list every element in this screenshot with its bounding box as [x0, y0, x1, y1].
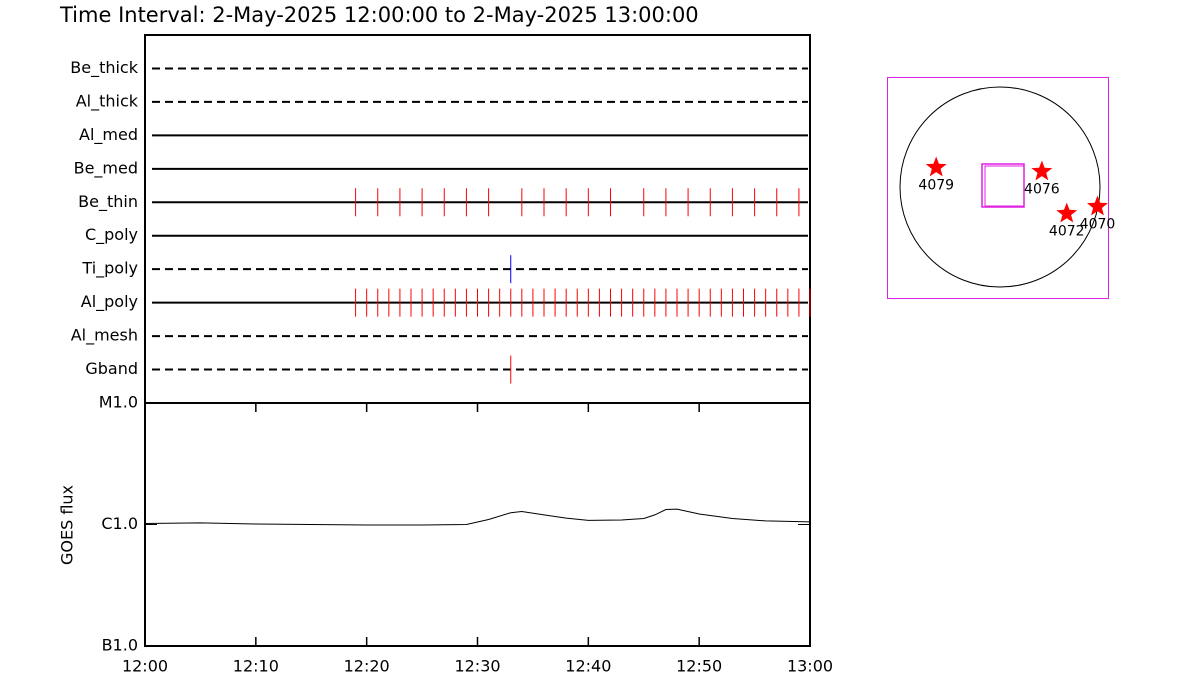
- filter-label: Be_thick: [70, 58, 138, 78]
- region-marker: [1087, 195, 1108, 216]
- x-tick-label: 12:50: [676, 657, 722, 676]
- map-frame: [887, 77, 1109, 299]
- x-tick-label: 12:10: [233, 657, 279, 676]
- solar-disk: [899, 86, 1101, 288]
- x-tick-label: 12:40: [565, 657, 611, 676]
- region-marker: [1056, 202, 1078, 223]
- region-label: 4076: [1024, 181, 1060, 197]
- goes-curve: [144, 508, 811, 526]
- x-tick-label: 12:30: [454, 657, 500, 676]
- title: Time Interval: 2-May-2025 12:00:00 to 2-…: [59, 3, 699, 27]
- filter-label: Al_med: [79, 125, 138, 145]
- region-label: 4070: [1080, 217, 1116, 233]
- filter-label: Gband: [85, 359, 138, 378]
- filter-label: Be_med: [74, 158, 138, 178]
- region-label: 4079: [918, 178, 954, 194]
- filter-label: Al_mesh: [71, 326, 138, 346]
- region-marker: [925, 156, 947, 177]
- filter-label: Al_poly: [81, 292, 138, 312]
- y-tick-label: C1.0: [101, 514, 138, 533]
- field-of-view: [984, 165, 1025, 207]
- y-tick-label: M1.0: [99, 393, 138, 412]
- x-tick-label: 13:00: [787, 657, 833, 676]
- region-label: 4072: [1049, 224, 1085, 240]
- filter-label: C_poly: [85, 225, 138, 245]
- x-tick-label: 12:20: [344, 657, 390, 676]
- region-marker: [1031, 160, 1053, 181]
- filter-label: Ti_poly: [81, 259, 138, 279]
- y-tick-label: B1.0: [102, 636, 138, 655]
- filter-label: Al_thick: [76, 91, 139, 111]
- y-axis-label: GOES flux: [58, 485, 77, 565]
- x-tick-label: 12:00: [122, 657, 168, 676]
- filter-label: Be_thin: [78, 192, 138, 212]
